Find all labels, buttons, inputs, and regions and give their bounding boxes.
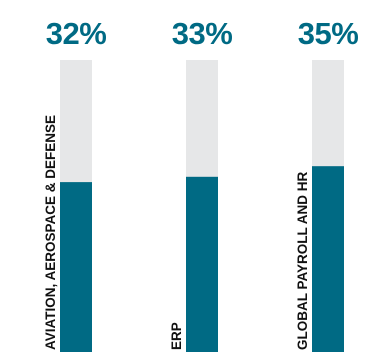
- bar: [312, 166, 344, 352]
- category-label: GLOBAL PAYROLL AND HR: [295, 171, 310, 350]
- category-label: AVIATION, AEROSPACE & DEFENSE: [43, 115, 58, 350]
- bar: [186, 176, 218, 352]
- category-labels: AVIATION, AEROSPACE & DEFENSE ERP GLOBAL P…: [43, 115, 310, 350]
- value-label: 32%: [46, 16, 107, 51]
- value-label: 35%: [298, 16, 359, 51]
- value-label: 33%: [172, 16, 233, 51]
- bar: [60, 182, 92, 352]
- bars: [60, 166, 344, 352]
- value-labels: 32% 33% 35%: [46, 16, 359, 51]
- category-label: ERP: [169, 322, 184, 350]
